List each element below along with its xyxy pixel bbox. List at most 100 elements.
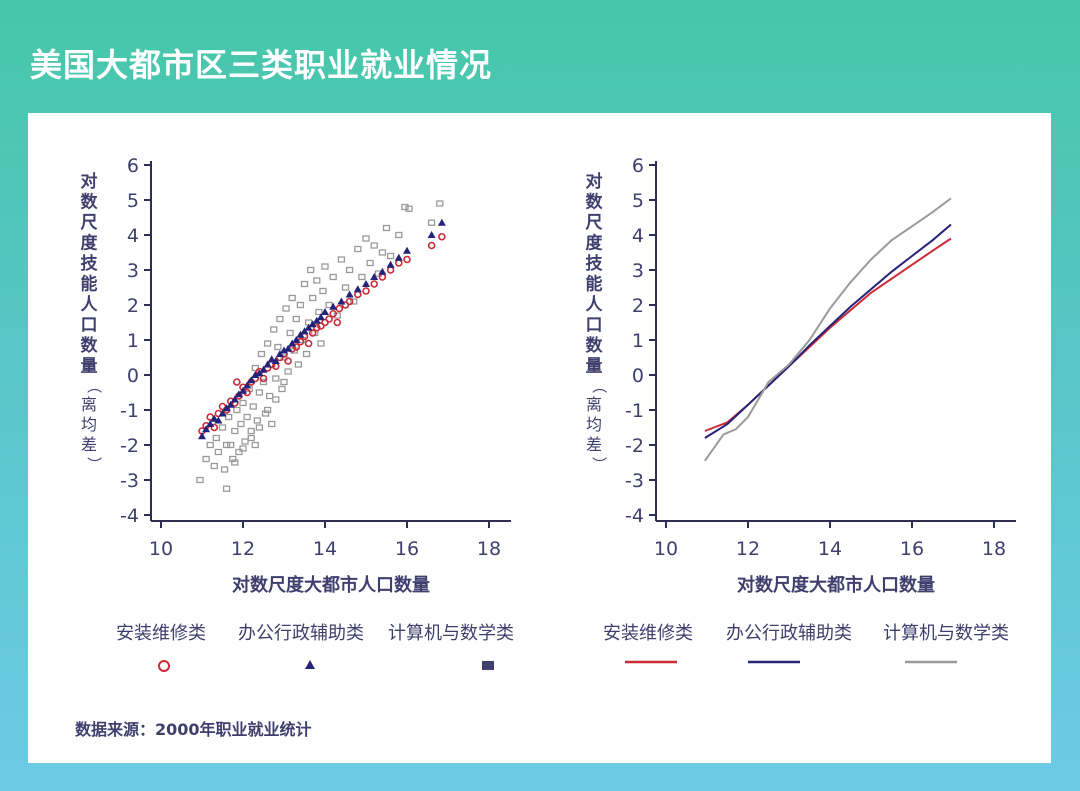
chart1-point-computer [280, 378, 288, 386]
chart1-point-computer [231, 427, 239, 435]
chart2-x-tick-label: 16 [900, 538, 924, 560]
chart1-point-computer [341, 284, 350, 291]
chart1-point-admin [234, 390, 243, 398]
chart1-point-computer [405, 205, 413, 212]
chart1-point-computer [210, 462, 218, 470]
chart1-point-computer [292, 315, 300, 323]
chart1-point-admin [239, 386, 247, 394]
chart1-point-admin [247, 376, 256, 384]
chart2-y-axis-label-char: （ [590, 378, 608, 393]
chart1-point-admin [403, 246, 411, 254]
chart1-point-admin [267, 355, 276, 363]
chart1-point-computer [386, 252, 395, 260]
chart2-y-tick-label: 2 [632, 295, 644, 317]
chart1-point-computer [237, 420, 245, 428]
chart1-y-tick-label: -2 [120, 435, 139, 457]
chart1-y-axis-label-char: 人 [81, 295, 99, 315]
chart2-series-line-3 [704, 197, 952, 462]
chart2-y-axis-label-char: 对 [586, 171, 603, 192]
chart1-y-axis-label-char: （ [85, 378, 103, 393]
chart1-point-computer [436, 200, 444, 207]
chart1-y-tick-label: -4 [120, 505, 139, 527]
chart1-point-install [386, 266, 395, 274]
chart1-y-tick-label: 4 [127, 225, 139, 247]
chart2-legend-label: 计算机与数学类 [883, 623, 1009, 644]
chart1-point-admin [263, 360, 272, 368]
chart1-point-install [284, 357, 292, 365]
chart1-y-axis-label-char: 数 [81, 192, 99, 213]
chart1-y-tick-label: -1 [120, 400, 139, 422]
chart2-y-tick-label: -2 [625, 435, 644, 457]
chart-card: 6 5 4 3 2 1 0 -1 -2 -3 -4 10 12 14 16 18 对数尺度大都市人口数量对数尺度… [28, 113, 1051, 763]
chart1-x-tick-label: 10 [149, 538, 173, 560]
chart1-point-admin [308, 320, 317, 328]
chart1-point-computer [259, 378, 268, 386]
chart1-point-install [353, 290, 362, 299]
chart1-point-computer [241, 438, 249, 445]
chart2-y-axis-label-char: 口 [586, 316, 603, 336]
chart2-series-line-2 [704, 223, 952, 439]
chart2-y-tick-label: -4 [625, 505, 644, 527]
chart1-point-admin [337, 297, 346, 305]
chart1-point-computer [296, 301, 305, 309]
chart2-x-tick-label: 12 [736, 538, 760, 560]
chart1-point-computer [315, 308, 323, 316]
chart1-y-tick-label: 3 [127, 260, 139, 282]
chart1-point-admin [259, 365, 268, 373]
chart1-point-install [292, 343, 301, 351]
chart1-point-computer [239, 445, 247, 452]
chart1-point-install [325, 315, 333, 323]
chart1-point-computer [235, 448, 243, 456]
chart1-point-install [438, 232, 446, 241]
chart2-y-axis-label-char: 数 [586, 192, 604, 213]
source-note: 数据来源：2000年职业就业统计 [75, 720, 312, 739]
chart1-point-computer [294, 361, 303, 368]
chart1-point-install [378, 273, 387, 281]
chart1-point-computer [233, 406, 241, 414]
chart1-y-tick-label: -3 [120, 470, 139, 492]
chart1-point-computer [358, 273, 366, 281]
chart1-point-computer [243, 413, 251, 421]
chart1-point-install [370, 280, 379, 288]
chart1-x-tick-label: 18 [477, 538, 501, 560]
chart1-point-computer [302, 350, 311, 358]
chart1-point-computer [288, 294, 296, 302]
chart1-point-computer [261, 410, 270, 417]
chart1-point-computer [284, 368, 292, 375]
chart1-legend-label: 计算机与数学类 [388, 623, 514, 644]
chart1-point-computer [282, 305, 290, 312]
chart1-point-computer [255, 424, 264, 431]
chart1-point-computer [222, 441, 231, 449]
chart1-point-computer [350, 298, 358, 305]
chart1-point-computer [251, 441, 259, 449]
chart1-y-axis-label-char: 离 [81, 395, 97, 414]
chart1-point-install [335, 304, 344, 313]
chart1-point-admin [206, 420, 215, 427]
chart1-point-admin [321, 308, 329, 315]
chart1-point-computer [196, 476, 204, 484]
chart2-x-tick-label: 14 [818, 538, 842, 560]
chart1-point-admin [288, 339, 297, 347]
chart2-y-axis-label-char: 度 [586, 233, 604, 254]
chart2-y-axis-label-char: 数 [586, 335, 604, 356]
chart1-y-axis-label-char: 均 [81, 415, 97, 434]
chart1-x-tick-label: 12 [231, 538, 255, 560]
chart2-x-tick-label: 10 [654, 538, 678, 560]
chart1-x-axis-label: 对数尺度大都市人口数量 [232, 574, 430, 596]
chart2-y-axis-label-char: ） [590, 456, 608, 471]
chart1-legend-marker [158, 660, 170, 672]
chart1-point-admin [312, 316, 321, 324]
chart1-point-computer [270, 326, 278, 333]
chart1-point-computer [321, 263, 329, 270]
chart1-point-admin [386, 260, 395, 268]
chart1-point-computer [272, 375, 280, 382]
chart1-point-computer [382, 224, 391, 232]
chart1-point-computer [337, 256, 346, 263]
chart1-point-install [312, 323, 321, 332]
chart2-x-tick-label: 18 [982, 538, 1006, 560]
chart1-point-admin [427, 231, 436, 238]
chart2-y-tick-label: 6 [632, 155, 644, 177]
chart1-point-computer [222, 485, 231, 492]
chart1-point-computer [253, 417, 262, 424]
